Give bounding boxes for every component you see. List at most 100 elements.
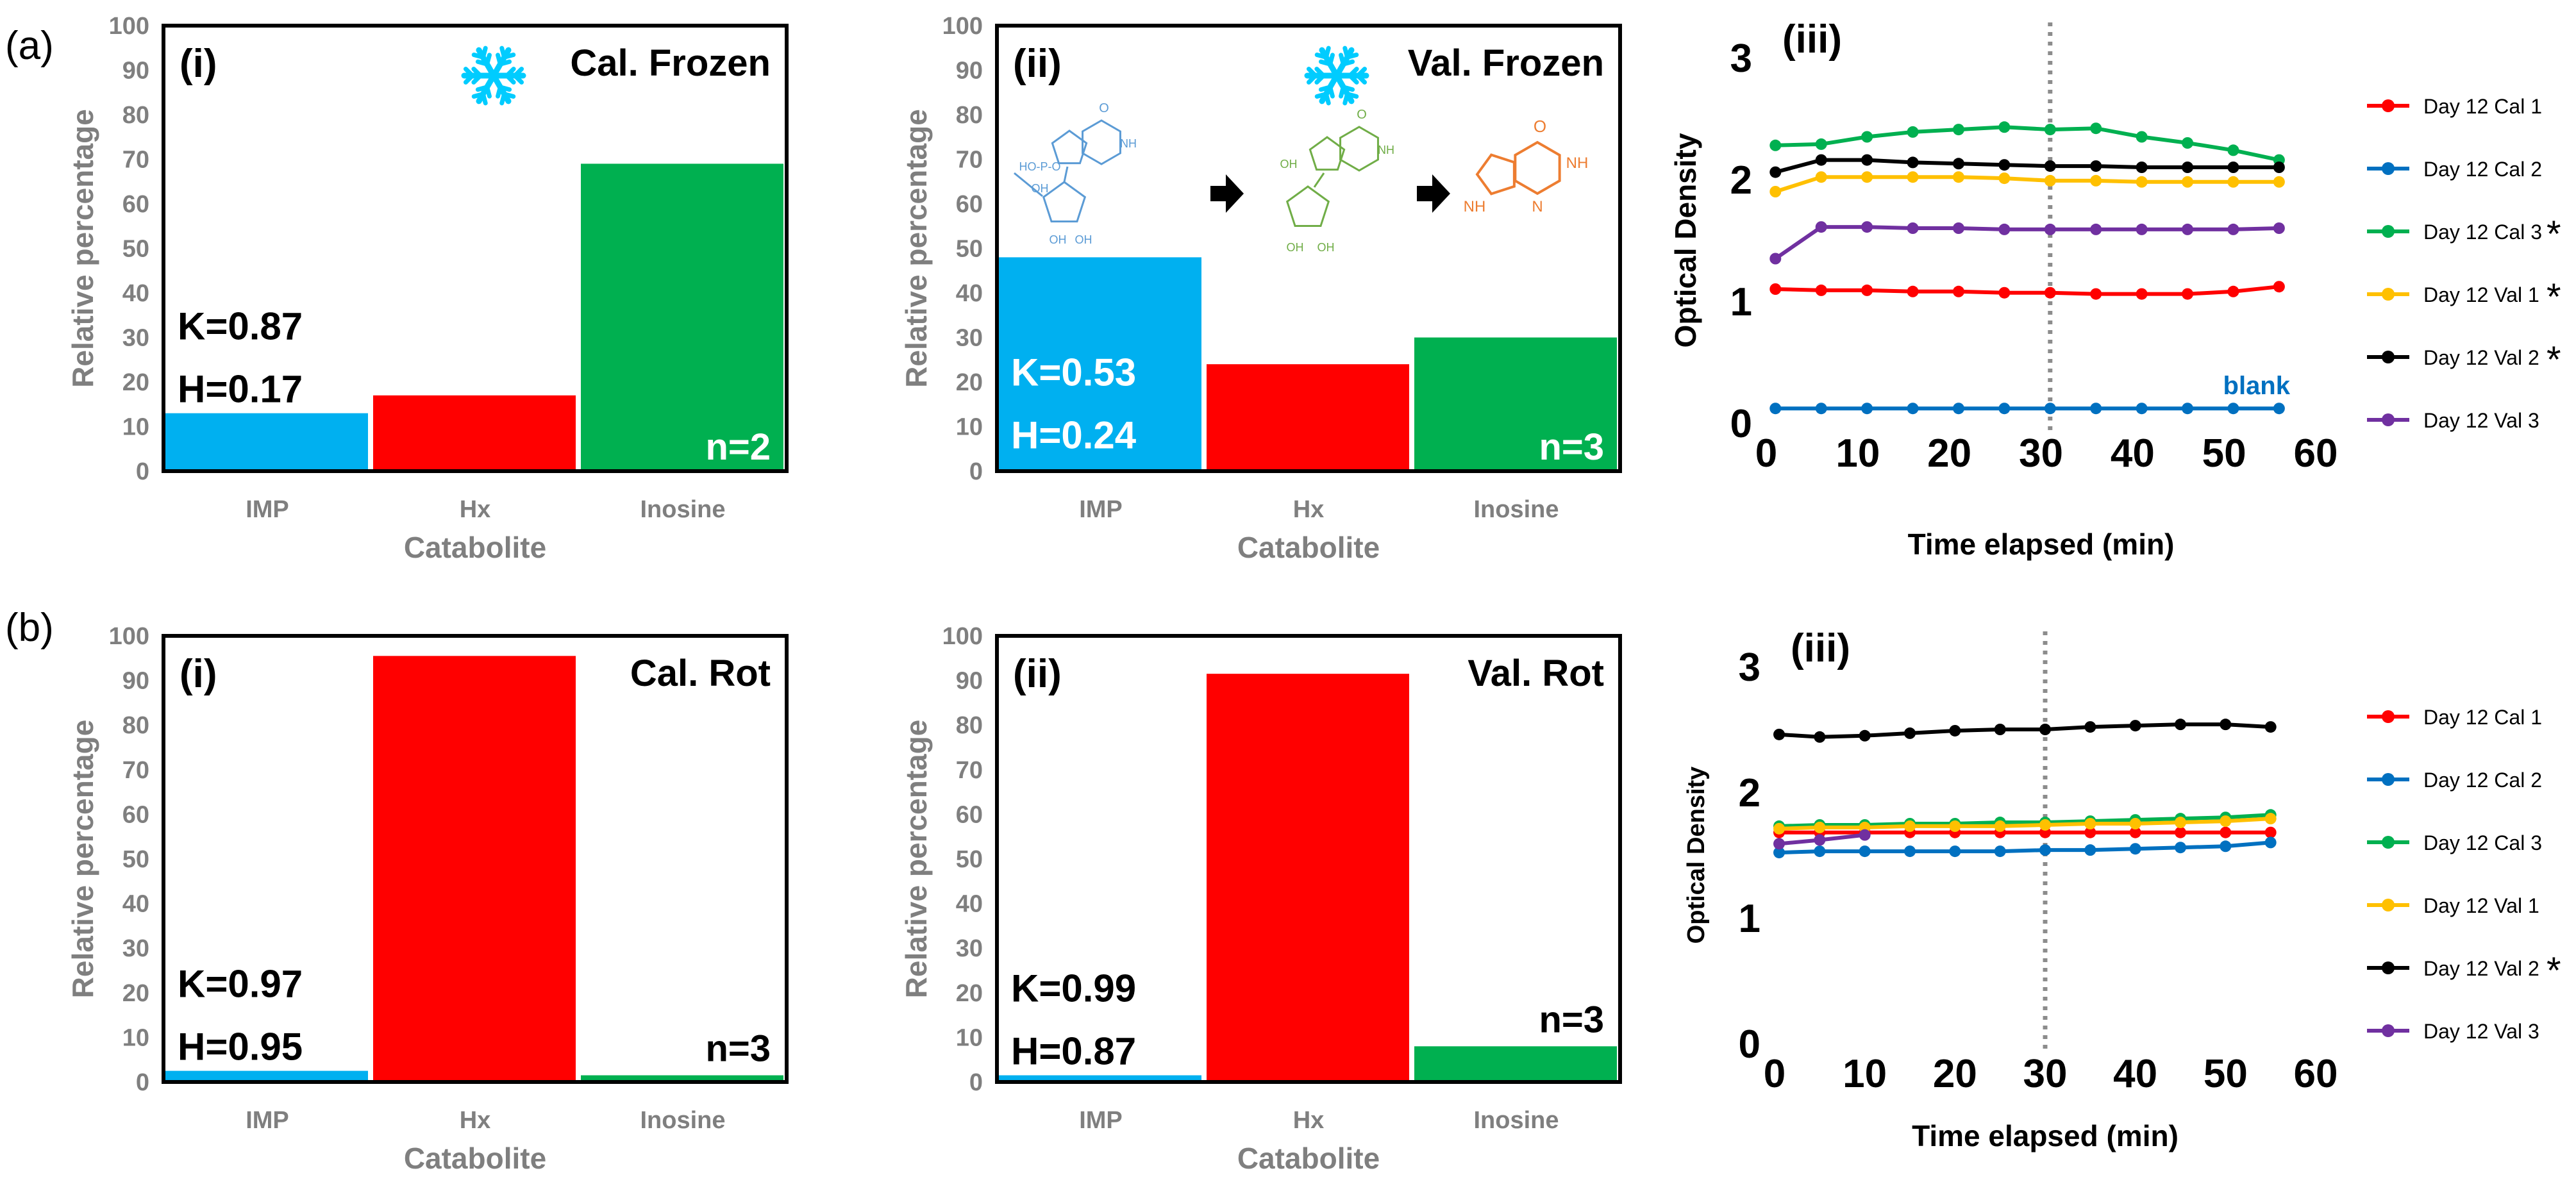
data-point — [1861, 403, 1873, 415]
series-line — [1775, 125, 2280, 162]
data-point — [1949, 845, 1961, 858]
series-day-12-val-3 — [1769, 221, 2285, 265]
n-value-label: n=3 — [705, 1028, 771, 1070]
k-value-label: K=0.99 — [1011, 967, 1136, 1010]
series-line — [1775, 158, 2279, 174]
data-point — [1952, 158, 1964, 170]
data-point — [2227, 176, 2239, 188]
data-point — [1773, 838, 1786, 850]
h-value-label: H=0.17 — [178, 368, 303, 411]
legend-marker — [2382, 99, 2395, 112]
data-point — [2090, 403, 2102, 415]
imp-ribose-oh-label: OH — [1075, 233, 1092, 246]
data-point — [1814, 834, 1826, 846]
imp-ribose-oh-label: OH — [1050, 233, 1067, 246]
snowflake-branch — [1355, 67, 1367, 78]
data-point — [2129, 843, 2141, 855]
line-chart-b-iii: 0 10 20 30 40 50 60 0 1 2 3 Time elapsed (min) Optic… — [1683, 626, 2561, 1152]
data-point — [2129, 818, 2141, 829]
series-line — [1774, 225, 2279, 260]
n-value-label: n=2 — [705, 426, 771, 468]
data-point — [1815, 154, 1827, 166]
data-point — [1773, 847, 1786, 859]
data-point — [1994, 724, 2006, 735]
bar-chart-a-ii: 0 10 20 30 40 50 60 70 80 90 100 IMP Hx Inosine Catabo… — [899, 13, 1622, 564]
snowflake-branch — [485, 85, 492, 99]
x-axis-title: Catabolite — [1237, 1142, 1380, 1175]
data-point — [1994, 845, 2006, 858]
data-point — [2182, 223, 2194, 235]
data-point — [1998, 223, 2011, 235]
y-tick-label: 3 — [1739, 645, 1761, 690]
snowflake-branch — [480, 92, 488, 106]
snowflake-branch — [499, 46, 507, 60]
inosine-ribose-oh-label: OH — [1317, 241, 1335, 254]
data-point — [2264, 721, 2277, 733]
data-point — [1952, 222, 1964, 234]
data-point — [1907, 126, 1919, 138]
inosine-imidazole-ring — [1309, 136, 1346, 171]
data-point — [1949, 724, 1961, 736]
bar-inosine — [1414, 337, 1617, 471]
data-point — [2044, 174, 2056, 187]
n-value-label: n=3 — [1539, 426, 1604, 468]
legend-label: Day 12 Val 3 — [2423, 409, 2539, 432]
data-point — [2220, 815, 2232, 828]
x-axis-title: Catabolite — [404, 1142, 546, 1175]
snowflake-branch — [496, 53, 503, 67]
data-point — [1904, 845, 1916, 858]
data-point — [1949, 820, 1961, 832]
legend-marker — [2382, 1024, 2395, 1037]
bar-hx — [1207, 674, 1409, 1082]
data-point — [2084, 818, 2096, 829]
snowflake-branch — [498, 85, 512, 92]
data-point — [2273, 403, 2285, 415]
data-point — [2220, 840, 2232, 853]
data-point — [1998, 121, 2011, 133]
y-tick-label: 0 — [136, 458, 149, 485]
y-tick-label: 70 — [122, 147, 149, 174]
y-tick-label: 20 — [122, 369, 149, 396]
y-tick-label: 90 — [956, 668, 983, 695]
line-chart-a-iii: 0 10 20 30 40 50 60 0 1 2 3 Time elapsed (min) Optic… — [1669, 17, 2561, 561]
snowflake-branch — [1339, 53, 1346, 67]
x-axis-title: Catabolite — [404, 531, 546, 564]
bar-chart-b-i: 0 10 20 30 40 50 60 70 80 90 100 IMP Hx Inosine Catabo… — [66, 623, 789, 1175]
data-point — [2090, 160, 2102, 172]
x-tick-label: 0 — [1764, 1052, 1786, 1096]
snowflake-branch — [1314, 73, 1326, 85]
k-value-label: K=0.53 — [1011, 351, 1136, 394]
pathway-arrow-icon — [1417, 174, 1450, 213]
data-point — [2136, 223, 2148, 235]
x-tick-label: Inosine — [640, 496, 725, 523]
snowflake-branch — [505, 67, 516, 78]
data-point — [2090, 122, 2102, 135]
x-tick-label: Hx — [1293, 496, 1325, 523]
data-point — [1907, 156, 1919, 169]
hypoxanthine-nh-label: NH — [1566, 154, 1589, 172]
h-value-label: H=0.95 — [178, 1026, 303, 1069]
series-day-12-val-1 — [1773, 813, 2277, 835]
series-day-12-cal-2 — [1769, 403, 2285, 415]
legend-label: Day 12 Val 2 — [2423, 957, 2539, 980]
imp-ribose-ring — [1042, 181, 1087, 223]
imp-carbonyl-label: O — [1099, 101, 1109, 115]
x-tick-label: Hx — [1293, 1107, 1325, 1134]
legend-marker — [2382, 961, 2395, 974]
x-tick-label: Inosine — [1473, 496, 1559, 523]
bar-hx — [373, 656, 576, 1082]
data-point — [1952, 171, 1964, 183]
x-tick-label: 10 — [1843, 1052, 1887, 1096]
bar-chart-b-ii: 0 10 20 30 40 50 60 70 80 90 100 IMP Hx Inosine Catabo… — [899, 623, 1622, 1175]
x-tick-label: Hx — [460, 1107, 491, 1134]
snowflake-branch — [1342, 46, 1350, 60]
data-point — [1994, 820, 2006, 832]
data-point — [2227, 144, 2239, 156]
y-tick-label: 60 — [122, 801, 149, 828]
y-tick-label: 70 — [122, 757, 149, 784]
legend-asterisk: * — [2547, 276, 2561, 318]
data-point — [1952, 285, 1964, 297]
y-tick-label: 10 — [122, 1024, 149, 1051]
series-day-12-cal-1 — [1769, 281, 2285, 300]
